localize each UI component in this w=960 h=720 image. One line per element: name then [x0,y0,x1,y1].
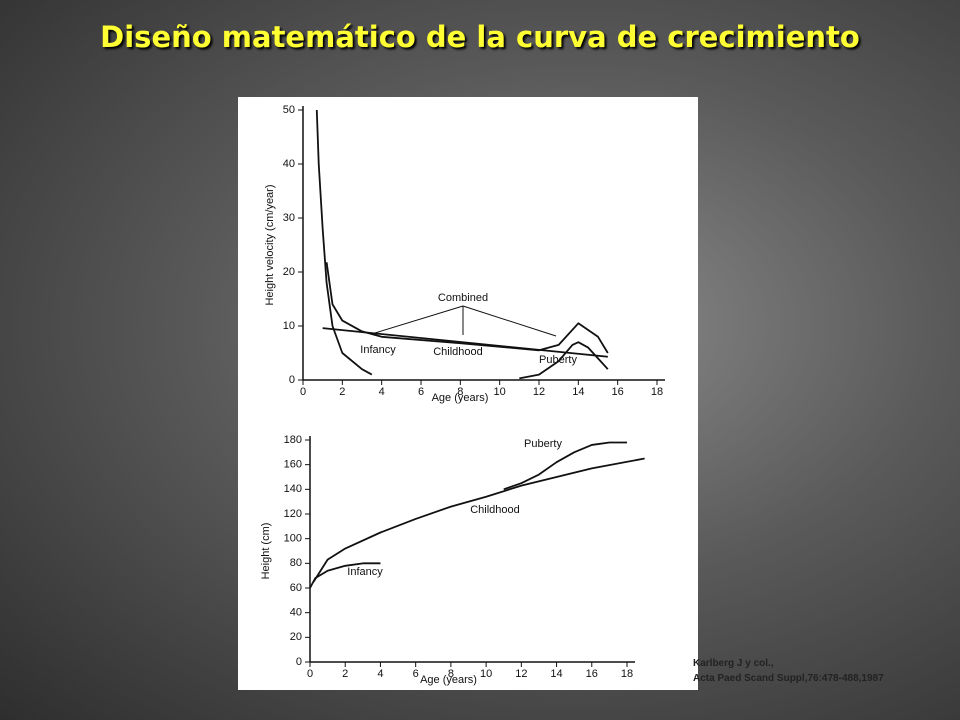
curve [315,109,373,376]
x-tick-label: 8 [457,386,463,398]
x-tick-label: 6 [413,668,419,680]
citation: Karlberg J y col., [693,658,774,669]
x-tick-label: 4 [379,386,385,398]
y-tick-label: 160 [284,459,302,471]
x-tick-label: 14 [550,668,562,680]
curve-label: Childhood [433,346,483,358]
x-tick-label: 0 [300,386,306,398]
y-tick-label: 140 [284,483,302,495]
y-axis-label: Height velocity (cm/year) [264,184,276,305]
curve-label: Infancy [360,344,396,356]
y-tick-label: 20 [283,266,295,278]
x-tick-label: 2 [342,668,348,680]
x-tick-label: 0 [307,668,313,680]
y-tick-label: 180 [284,434,302,446]
figure-background [238,97,698,690]
x-tick-label: 12 [533,386,545,398]
annotation-pointer [462,305,557,337]
y-tick-label: 0 [289,374,295,386]
x-tick-label: 8 [448,668,454,680]
y-tick-label: 40 [283,158,295,170]
citation: Acta Paed Scand Suppl,76:478-488,1987 [693,673,884,684]
x-axis-label: Age (years) [420,674,477,686]
y-tick-label: 60 [290,582,302,594]
x-tick-label: 14 [572,386,584,398]
x-tick-label: 4 [377,668,383,680]
x-tick-label: 10 [494,386,506,398]
x-tick-label: 18 [651,386,663,398]
x-tick-label: 10 [480,668,492,680]
curve [309,562,381,589]
curve-label: Puberty [539,354,577,366]
y-tick-label: 120 [284,508,302,520]
annotation: Combined [438,292,488,304]
annotation-pointer [374,305,464,334]
x-tick-label: 12 [515,668,527,680]
x-tick-label: 18 [621,668,633,680]
x-axis-label: Age (years) [432,392,489,404]
x-tick-label: 6 [418,386,424,398]
x-tick-label: 2 [339,386,345,398]
y-tick-label: 100 [284,533,302,545]
y-tick-label: 80 [290,557,302,569]
curve [325,262,609,354]
curve-label: Childhood [470,504,520,516]
y-tick-label: 40 [290,607,302,619]
x-tick-label: 16 [612,386,624,398]
curve [503,441,627,491]
y-tick-label: 10 [283,320,295,332]
y-axis-label: Height (cm) [260,523,272,580]
curve-label: Puberty [524,438,562,450]
slide-title: Diseño matemático de la curva de crecimi… [100,20,860,54]
y-tick-label: 20 [290,631,302,643]
y-tick-label: 0 [296,656,302,668]
curve [312,457,645,583]
y-tick-label: 50 [283,104,295,116]
curve-label: Infancy [347,566,383,578]
x-tick-label: 16 [586,668,598,680]
curve [519,341,609,380]
y-tick-label: 30 [283,212,295,224]
